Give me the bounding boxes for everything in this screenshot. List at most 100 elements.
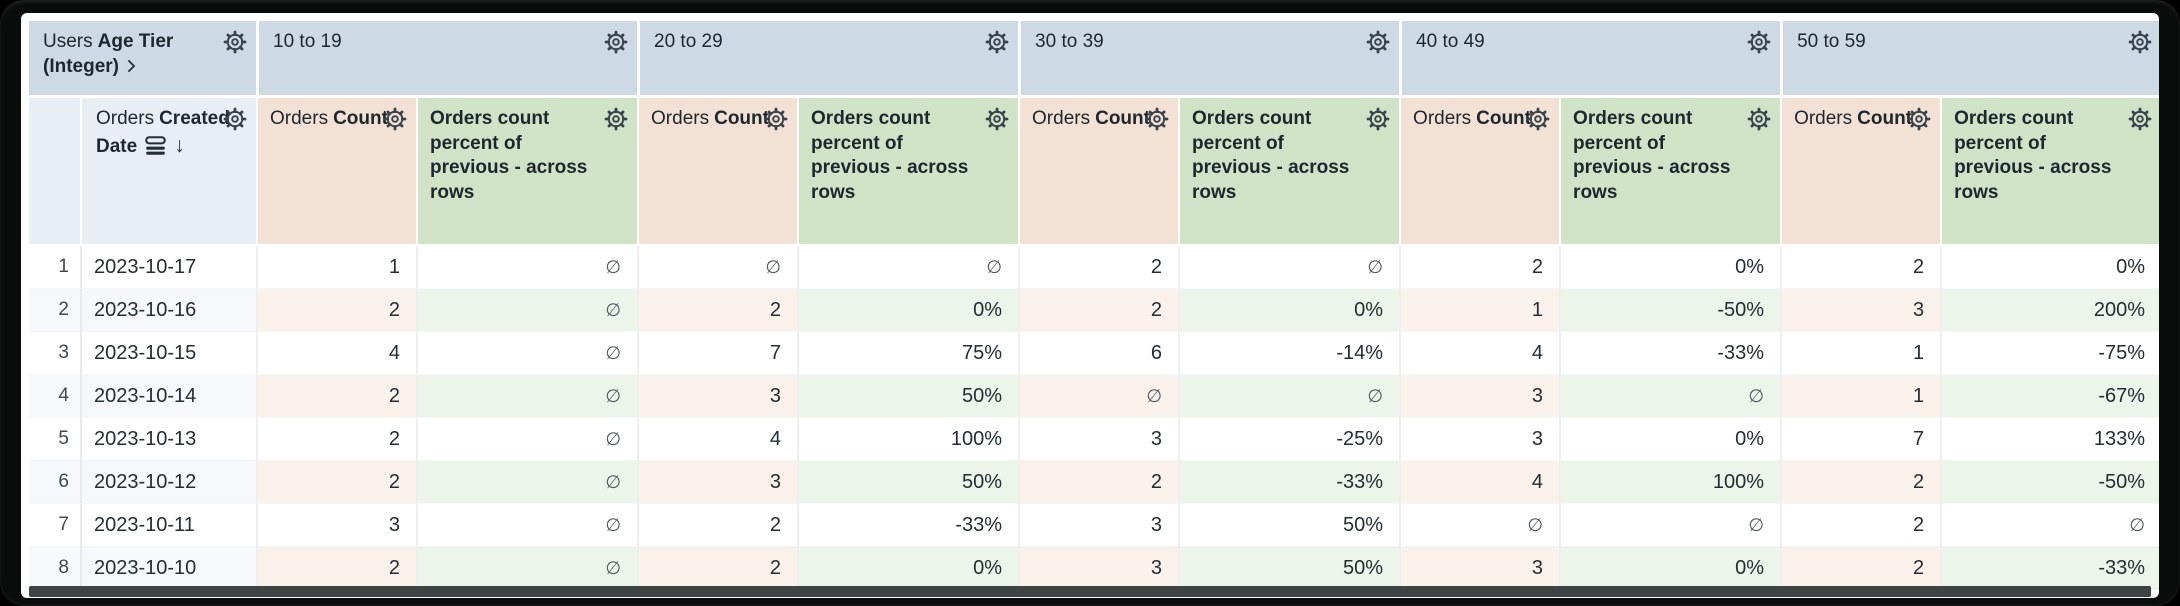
value-cell[interactable]: -33% — [1559, 332, 1781, 375]
measure-header-count-50-to-59[interactable]: Orders Count — [1780, 98, 1941, 246]
value-cell[interactable]: ∅ — [416, 547, 638, 590]
value-cell[interactable]: 0% — [797, 547, 1019, 590]
value-cell[interactable]: ∅ — [1940, 504, 2159, 547]
value-cell[interactable]: 3 — [1399, 547, 1560, 590]
measure-header-count-20-to-29[interactable]: Orders Count — [637, 98, 798, 246]
value-cell[interactable]: ∅ — [416, 332, 638, 375]
pivot-value-10-to-19[interactable]: 10 to 19 — [256, 21, 638, 98]
value-cell[interactable]: 2 — [1018, 246, 1179, 289]
gear-icon[interactable] — [603, 29, 629, 55]
value-cell[interactable]: 2 — [256, 375, 416, 418]
value-cell[interactable]: 0% — [1559, 418, 1781, 461]
value-cell[interactable]: 2 — [1780, 246, 1941, 289]
date-cell[interactable]: 2023-10-16 — [80, 289, 256, 332]
value-cell[interactable]: 6 — [1018, 332, 1179, 375]
value-cell[interactable]: 50% — [797, 375, 1019, 418]
value-cell[interactable]: 1 — [1780, 332, 1941, 375]
value-cell[interactable]: 3 — [637, 375, 798, 418]
value-cell[interactable]: -50% — [1940, 461, 2159, 504]
date-cell[interactable]: 2023-10-13 — [80, 418, 256, 461]
gear-icon[interactable] — [603, 106, 629, 132]
value-cell[interactable]: 2 — [1018, 289, 1179, 332]
value-cell[interactable]: 4 — [1399, 461, 1560, 504]
value-cell[interactable]: -33% — [1178, 461, 1400, 504]
date-cell[interactable]: 2023-10-14 — [80, 375, 256, 418]
gear-icon[interactable] — [2127, 106, 2153, 132]
value-cell[interactable]: 2 — [1780, 504, 1941, 547]
gear-icon[interactable] — [222, 29, 248, 55]
measure-header-percent-20-to-29[interactable]: Orders count percent of previous - acros… — [797, 98, 1019, 246]
date-cell[interactable]: 2023-10-15 — [80, 332, 256, 375]
value-cell[interactable]: 2 — [1399, 246, 1560, 289]
value-cell[interactable]: 0% — [1940, 246, 2159, 289]
value-cell[interactable]: 100% — [797, 418, 1019, 461]
value-cell[interactable]: -14% — [1178, 332, 1400, 375]
value-cell[interactable]: 2 — [637, 289, 798, 332]
measure-header-percent-30-to-39[interactable]: Orders count percent of previous - acros… — [1178, 98, 1400, 246]
gear-icon[interactable] — [222, 106, 248, 132]
value-cell[interactable]: ∅ — [416, 418, 638, 461]
value-cell[interactable]: 75% — [797, 332, 1019, 375]
value-cell[interactable]: 0% — [1178, 289, 1400, 332]
chevron-right-icon[interactable] — [122, 57, 140, 75]
value-cell[interactable]: ∅ — [416, 461, 638, 504]
value-cell[interactable]: 2 — [256, 547, 416, 590]
value-cell[interactable]: ∅ — [416, 289, 638, 332]
gear-icon[interactable] — [1746, 29, 1772, 55]
value-cell[interactable]: 2 — [1780, 461, 1941, 504]
value-cell[interactable]: ∅ — [1399, 504, 1560, 547]
value-cell[interactable]: ∅ — [416, 504, 638, 547]
date-cell[interactable]: 2023-10-12 — [80, 461, 256, 504]
gear-icon[interactable] — [1365, 29, 1391, 55]
gear-icon[interactable] — [984, 29, 1010, 55]
pivot-dimension-header[interactable]: Users Age Tier (Integer) — [29, 21, 256, 98]
pivot-value-20-to-29[interactable]: 20 to 29 — [637, 21, 1019, 98]
value-cell[interactable]: 4 — [256, 332, 416, 375]
pivot-value-50-to-59[interactable]: 50 to 59 — [1780, 21, 2159, 98]
horizontal-scrollbar[interactable] — [29, 586, 2151, 597]
value-cell[interactable]: 3 — [1399, 375, 1560, 418]
value-cell[interactable]: 50% — [1178, 504, 1400, 547]
value-cell[interactable]: 200% — [1940, 289, 2159, 332]
gear-icon[interactable] — [984, 106, 1010, 132]
value-cell[interactable]: 3 — [256, 504, 416, 547]
value-cell[interactable]: 2 — [637, 504, 798, 547]
value-cell[interactable]: 2 — [256, 418, 416, 461]
value-cell[interactable]: 4 — [637, 418, 798, 461]
value-cell[interactable]: ∅ — [1018, 375, 1179, 418]
value-cell[interactable]: ∅ — [1559, 504, 1781, 547]
value-cell[interactable]: 1 — [1399, 289, 1560, 332]
measure-header-count-40-to-49[interactable]: Orders Count — [1399, 98, 1560, 246]
pivot-value-30-to-39[interactable]: 30 to 39 — [1018, 21, 1400, 98]
value-cell[interactable]: 50% — [1178, 547, 1400, 590]
date-cell[interactable]: 2023-10-10 — [80, 547, 256, 590]
pivot-value-40-to-49[interactable]: 40 to 49 — [1399, 21, 1781, 98]
value-cell[interactable]: 2 — [1780, 547, 1941, 590]
value-cell[interactable]: 133% — [1940, 418, 2159, 461]
gear-icon[interactable] — [1525, 106, 1551, 132]
value-cell[interactable]: 0% — [797, 289, 1019, 332]
measure-header-count-10-to-19[interactable]: Orders Count — [256, 98, 416, 246]
value-cell[interactable]: 1 — [1780, 375, 1941, 418]
gear-icon[interactable] — [382, 106, 408, 132]
value-cell[interactable]: 100% — [1559, 461, 1781, 504]
gear-icon[interactable] — [763, 106, 789, 132]
value-cell[interactable]: 0% — [1559, 246, 1781, 289]
date-cell[interactable]: 2023-10-17 — [80, 246, 256, 289]
value-cell[interactable]: ∅ — [416, 375, 638, 418]
value-cell[interactable]: 3 — [1018, 418, 1179, 461]
value-cell[interactable]: 7 — [1780, 418, 1941, 461]
value-cell[interactable]: ∅ — [797, 246, 1019, 289]
dimension-header-orders-created-date[interactable]: Orders Created Date ↓ — [80, 98, 256, 246]
value-cell[interactable]: ∅ — [416, 246, 638, 289]
value-cell[interactable]: 3 — [1399, 418, 1560, 461]
value-cell[interactable]: 3 — [1018, 504, 1179, 547]
value-cell[interactable]: 2 — [637, 547, 798, 590]
value-cell[interactable]: 2 — [1018, 461, 1179, 504]
value-cell[interactable]: 3 — [1018, 547, 1179, 590]
value-cell[interactable]: 3 — [1780, 289, 1941, 332]
gear-icon[interactable] — [1746, 106, 1772, 132]
value-cell[interactable]: 3 — [637, 461, 798, 504]
value-cell[interactable]: 50% — [797, 461, 1019, 504]
date-cell[interactable]: 2023-10-11 — [80, 504, 256, 547]
